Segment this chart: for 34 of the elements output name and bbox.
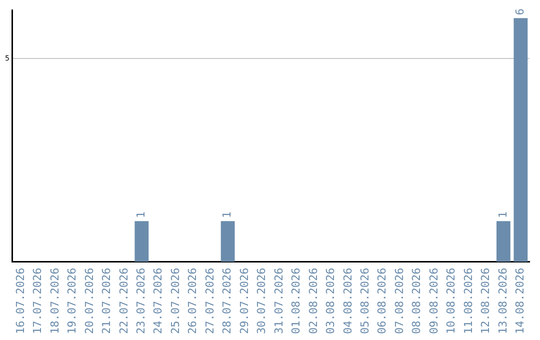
x-tick-label: 24.07.2026 bbox=[152, 268, 165, 334]
x-tick-label: 22.07.2026 bbox=[117, 268, 130, 334]
x-tick-label: 17.07.2026 bbox=[31, 268, 44, 334]
x-tick-label: 06.08.2026 bbox=[376, 268, 389, 334]
x-tick-label: 20.07.2026 bbox=[82, 268, 96, 334]
x-tick-label: 04.08.2026 bbox=[341, 268, 354, 334]
x-tick-label: 11.08.2026 bbox=[462, 268, 475, 334]
x-tick-label: 07.08.2026 bbox=[392, 268, 406, 334]
data-label: 1 bbox=[220, 212, 234, 218]
x-tick-label: 14.08.2026 bbox=[514, 268, 527, 334]
data-label: 1 bbox=[496, 212, 510, 218]
x-tick-label: 26.07.2026 bbox=[186, 268, 200, 334]
x-tick-label: 30.07.2026 bbox=[255, 268, 268, 334]
data-label: 6 bbox=[514, 8, 527, 16]
x-tick-label: 05.08.2026 bbox=[358, 268, 372, 334]
x-tick-label: 16.07.2026 bbox=[14, 268, 27, 334]
x-tick-label: 10.08.2026 bbox=[444, 268, 458, 334]
x-tick-label: 01.08.2026 bbox=[290, 268, 303, 334]
x-tick-label: 21.07.2026 bbox=[100, 268, 114, 334]
x-tick-label: 18.07.2026 bbox=[48, 268, 62, 334]
x-tick-label: 13.08.2026 bbox=[496, 268, 510, 334]
x-tick-label: 08.08.2026 bbox=[410, 268, 424, 334]
x-tick-label: 19.07.2026 bbox=[66, 268, 79, 334]
x-tick-label: 02.08.2026 bbox=[306, 268, 320, 334]
x-tick-label: 29.07.2026 bbox=[238, 268, 251, 334]
x-tick-label: 23.07.2026 bbox=[134, 268, 148, 334]
data-label: 1 bbox=[134, 212, 148, 218]
x-tick-label: 25.07.2026 bbox=[168, 268, 182, 334]
x-tick-label: 03.08.2026 bbox=[324, 268, 338, 334]
x-tick-label: 31.07.2026 bbox=[272, 268, 286, 334]
x-tick-label: 28.07.2026 bbox=[220, 268, 234, 334]
x-tick-label: 27.07.2026 bbox=[203, 268, 216, 334]
x-tick-label: 12.08.2026 bbox=[479, 268, 492, 334]
x-tick-label: 09.08.2026 bbox=[427, 268, 440, 334]
